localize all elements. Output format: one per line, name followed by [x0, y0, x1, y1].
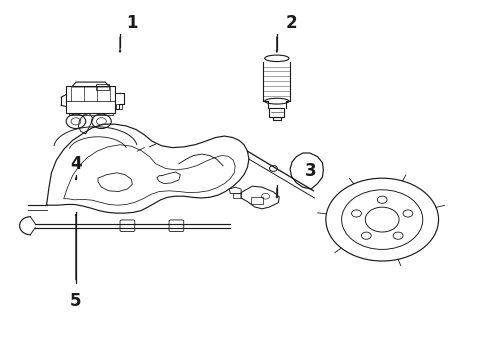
Text: 2: 2 — [286, 14, 297, 32]
Text: 4: 4 — [70, 155, 82, 173]
Text: 3: 3 — [305, 162, 317, 180]
Text: 1: 1 — [126, 14, 138, 32]
Text: 5: 5 — [70, 292, 82, 310]
